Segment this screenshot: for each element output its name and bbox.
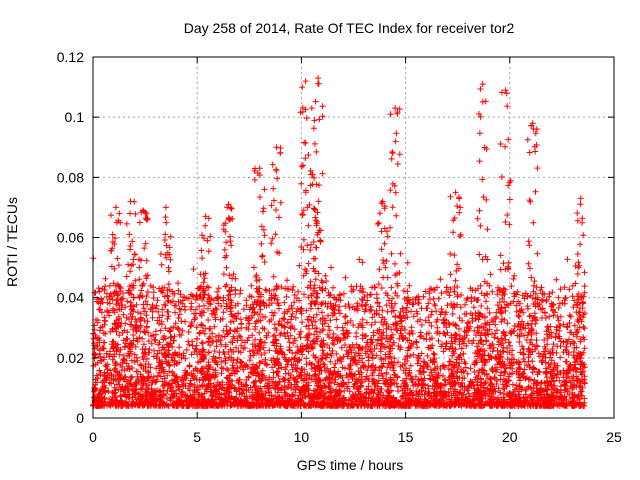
y-tick-label: 0 [76,410,84,426]
chart-title: Day 258 of 2014, Rate Of TEC Index for r… [184,20,515,36]
x-tick-label: 25 [606,429,622,445]
y-tick-label: 0.12 [57,49,84,65]
y-tick-label: 0.04 [57,290,84,306]
y-tick-label: 0.08 [57,169,84,185]
x-tick-label: 5 [193,429,201,445]
x-axis-label: GPS time / hours [297,457,404,473]
x-tick-label: 20 [502,429,518,445]
y-tick-label: 0.1 [65,109,85,125]
y-axis-label: ROTI / TECUs [4,197,20,287]
x-tick-label: 15 [398,429,414,445]
y-tick-label: 0.06 [57,230,84,246]
x-tick-label: 0 [89,429,97,445]
plus-markers [90,75,588,409]
y-tick-label: 0.02 [57,350,84,366]
data-points [90,75,588,409]
x-tick-label: 10 [294,429,310,445]
